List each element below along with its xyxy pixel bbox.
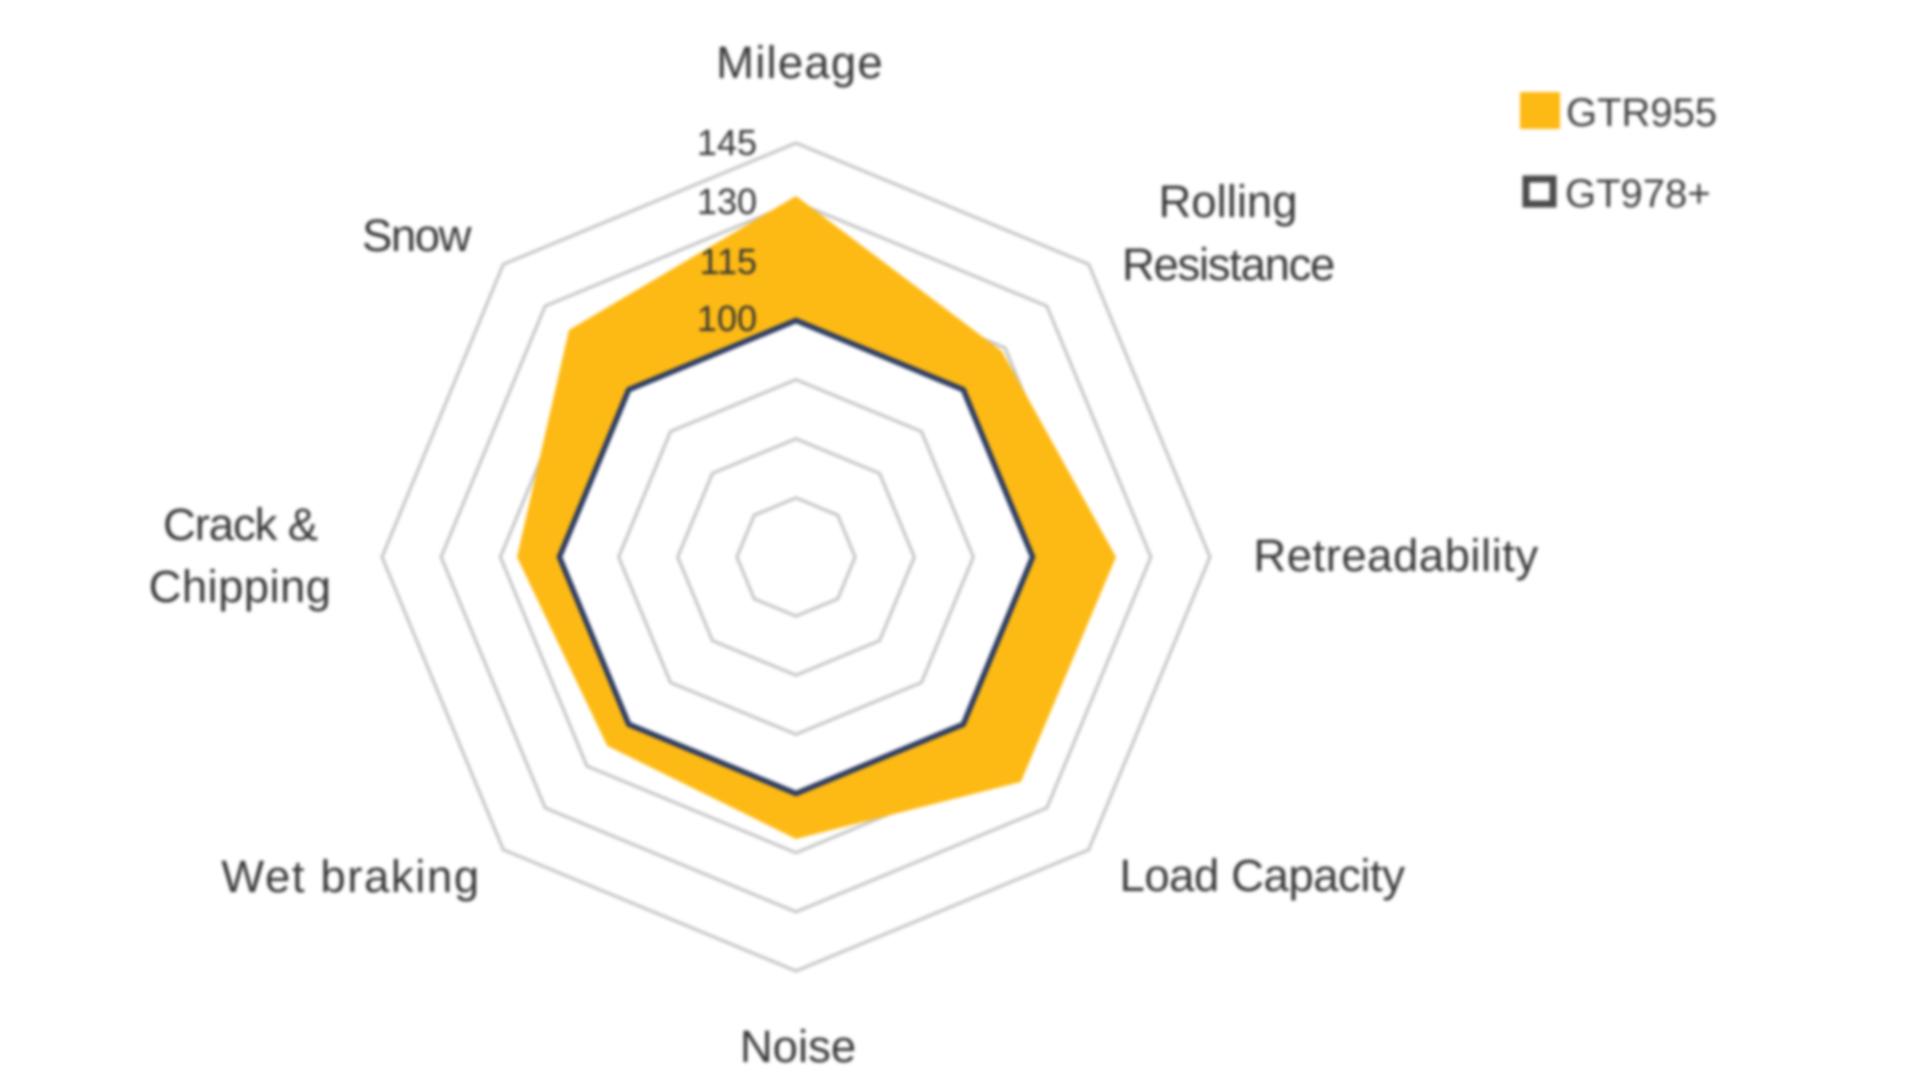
svg-text:Load Capacity: Load Capacity <box>1119 850 1405 901</box>
svg-text:GTR955: GTR955 <box>1566 91 1717 135</box>
svg-text:Snow: Snow <box>362 210 472 261</box>
svg-text:Rolling: Rolling <box>1158 176 1297 227</box>
svg-text:130: 130 <box>697 181 757 222</box>
svg-text:Mileage: Mileage <box>716 37 884 88</box>
svg-text:GT978+: GT978+ <box>1565 172 1711 216</box>
svg-text:Wet braking: Wet braking <box>221 851 481 902</box>
svg-text:100: 100 <box>697 298 757 339</box>
svg-text:115: 115 <box>700 241 757 282</box>
svg-text:Retreadability: Retreadability <box>1253 530 1538 581</box>
svg-text:Resistance: Resistance <box>1122 239 1334 290</box>
svg-text:145: 145 <box>697 122 757 163</box>
svg-text:Crack &: Crack & <box>163 499 318 550</box>
svg-text:Chipping: Chipping <box>149 561 332 612</box>
svg-text:Noise: Noise <box>740 1021 856 1072</box>
